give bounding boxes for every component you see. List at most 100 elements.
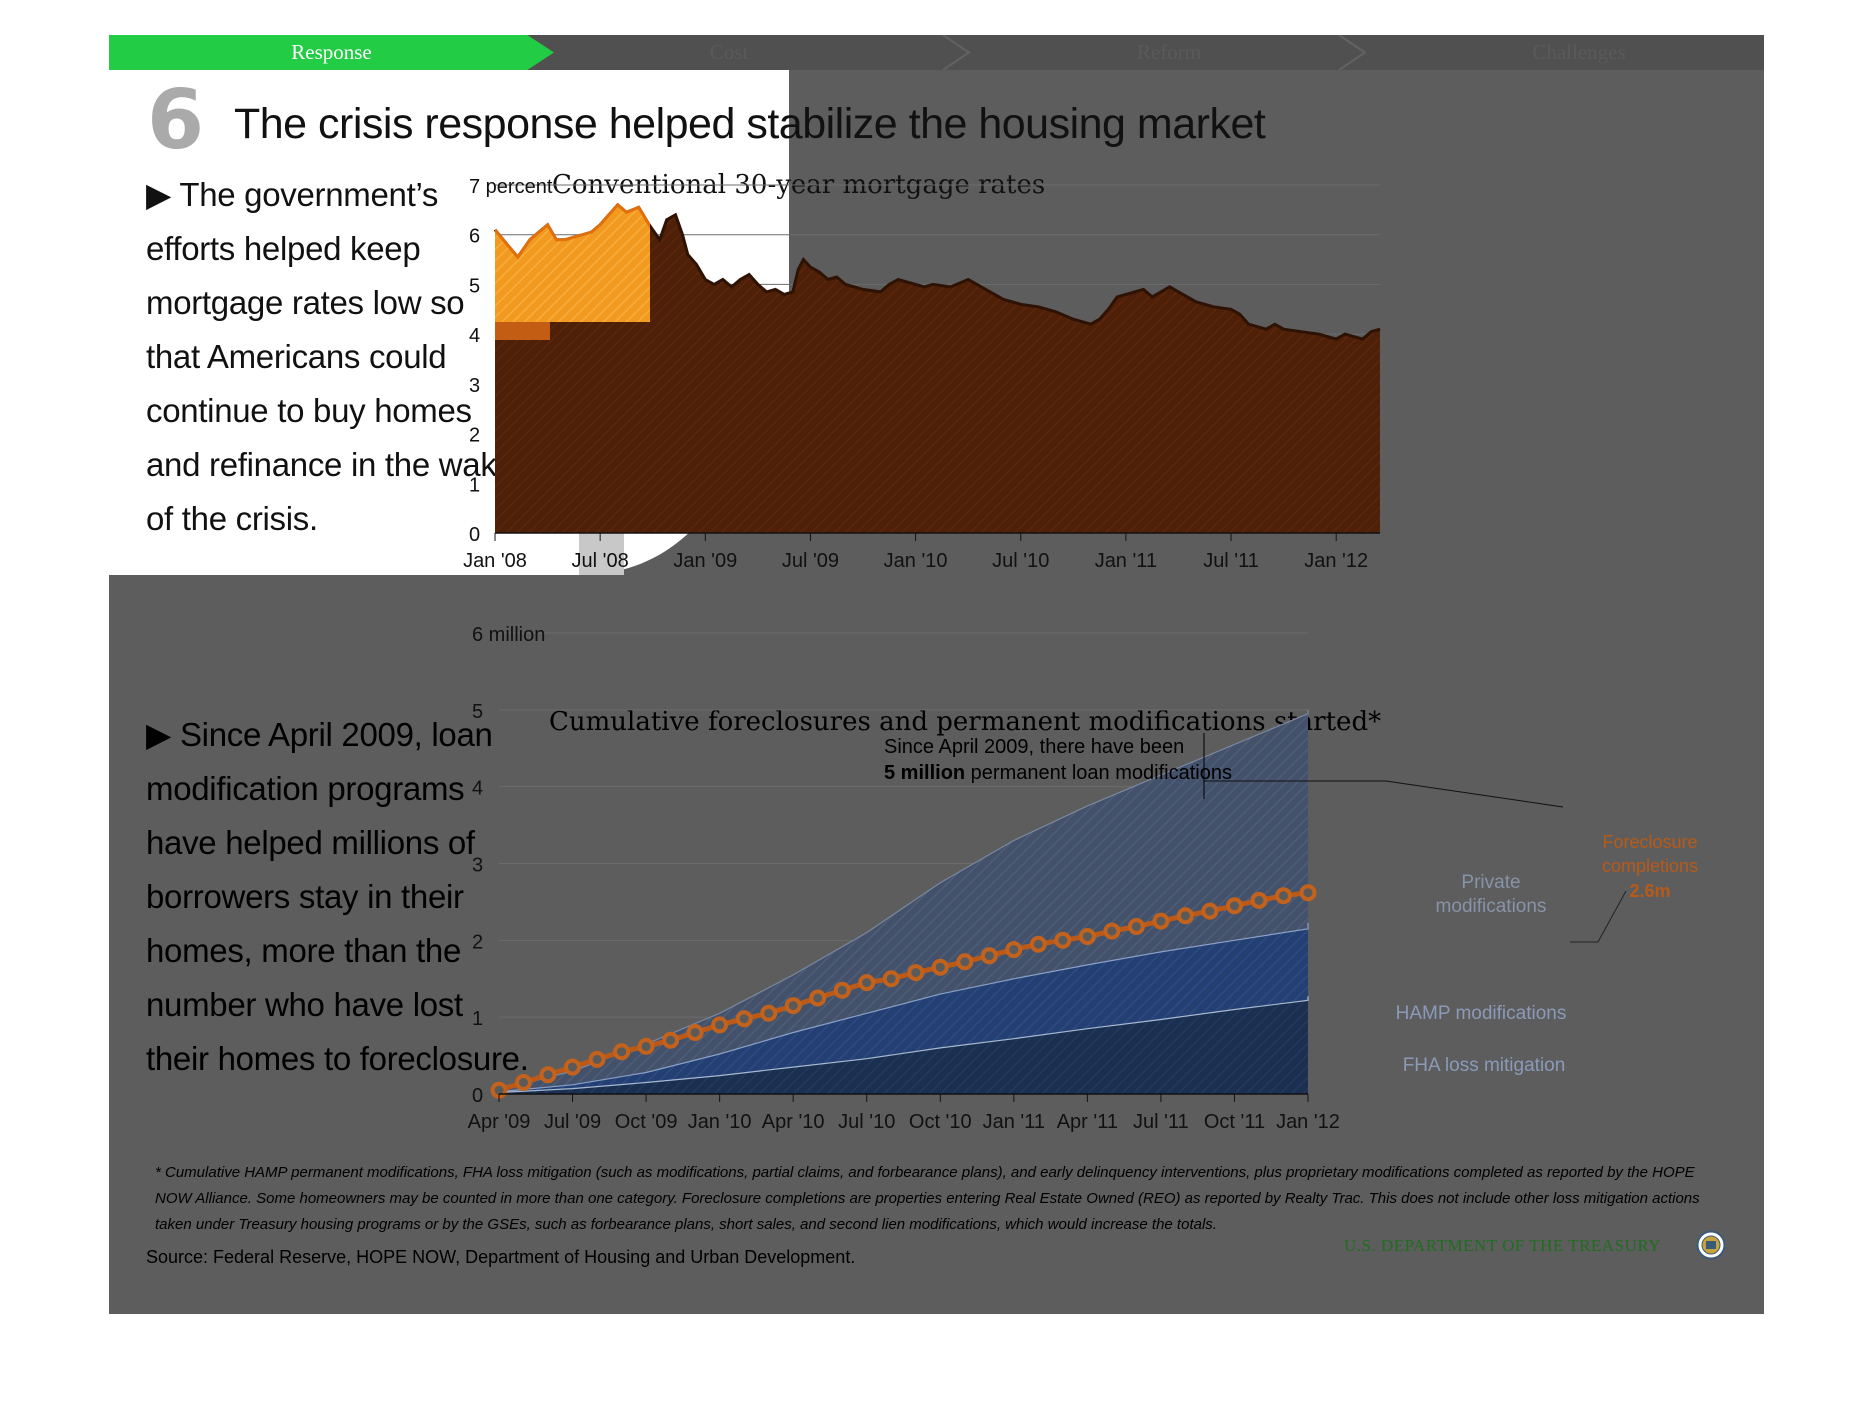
x-tick-label: Jul '11 (1133, 1111, 1189, 1133)
label-foreclosure-2: completions (1602, 856, 1698, 876)
highlight-group (495, 202, 650, 322)
foreclosure-marker (588, 1050, 606, 1068)
x-tick-label: Jan '10 (884, 550, 948, 572)
hamp-modifications-area (499, 922, 1308, 1093)
foreclosure-marker (1127, 918, 1145, 935)
x-tick-label: Jul '08 (572, 550, 629, 572)
y-tick-label: 1 (472, 1008, 483, 1030)
footnote: * Cumulative HAMP permanent modification… (155, 1164, 1700, 1233)
y-tick-label: 3 (472, 855, 483, 877)
foreclosure-marker (637, 1037, 655, 1055)
tab-reform[interactable]: Reform (1136, 40, 1202, 64)
foreclosure-marker (1176, 907, 1194, 925)
mortgage-rates-chart: 0 1 2 3 4 5 6 7 percent Jan '08 Jul '08 Jan '09 Jul… (463, 176, 1381, 572)
y-tick-label: 0 (469, 524, 480, 546)
y-tick-label: 1 (469, 474, 480, 496)
label-foreclosure-1: Foreclosure (1602, 832, 1697, 852)
foreclosure-marker (711, 1016, 729, 1034)
bullet-text-modifications: ▶ Since April 2009, loan modification pr… (146, 716, 529, 1077)
foreclosure-marker (784, 997, 802, 1015)
mortgage-rate-line-highlight (495, 202, 650, 322)
y-tick-label: 4 (469, 325, 480, 347)
y-tick-label: 0 (472, 1085, 483, 1107)
fha-loss-mitigation-area (499, 996, 1308, 1094)
foreclosure-marker (1005, 941, 1023, 959)
series-edge-line (498, 922, 1309, 1093)
y-tick-label: 4 (472, 778, 483, 800)
x-tick-label: Jan '10 (688, 1111, 752, 1133)
y-tick-label: 2 (469, 425, 480, 447)
foreclosure-marker (1078, 928, 1096, 945)
foreclosure-leader (1570, 890, 1627, 943)
x-tick-label: Jul '11 (1203, 550, 1259, 572)
private-modifications-area (499, 709, 1308, 1092)
x-tick-label: Jan '11 (1095, 550, 1157, 572)
annotation-line-2: 5 million permanent loan modifications (884, 762, 1232, 784)
tab-cost[interactable]: Cost (709, 40, 749, 64)
label-hamp: HAMP modifications (1396, 1003, 1567, 1024)
foreclosure-marker (809, 989, 827, 1007)
foreclosure-marker (1201, 902, 1219, 920)
y-tick-label: 5 (472, 701, 483, 723)
foreclosure-marker (907, 964, 925, 982)
x-tick-label: Apr '11 (1057, 1111, 1118, 1133)
x-tick-label: Jul '09 (544, 1111, 601, 1133)
y-tick-label: 3 (469, 375, 480, 397)
mortgage-highlight (495, 202, 650, 340)
series-edge-line (498, 996, 1309, 1094)
x-tick-label: Jul '09 (782, 550, 839, 572)
tab-response[interactable]: Response (109, 35, 554, 70)
foreclosure-marker (686, 1024, 704, 1041)
x-tick-label: Oct '11 (1204, 1111, 1265, 1133)
foreclosures-modifications-chart: 0 1 2 3 4 5 6 million Apr '09 Jul '09 Oct '09 Jan … (468, 624, 1698, 1133)
chart-title-foreclosures: Cumulative foreclosures and permanent mo… (549, 707, 1382, 737)
foreclosure-marker (833, 981, 851, 999)
foreclosure-marker (539, 1066, 557, 1084)
treasury-seal-icon (1696, 1230, 1726, 1260)
label-private-2: modifications (1436, 896, 1547, 917)
y-tick-label: 5 (469, 275, 480, 297)
x-tick-label: Oct '10 (909, 1111, 972, 1133)
foreclosure-marker (1275, 887, 1292, 905)
annotation-line-1: Since April 2009, there have been (884, 736, 1184, 758)
foreclosure-marker (735, 1010, 753, 1028)
foreclosure-marker (1054, 931, 1072, 949)
bullet-text-mortgage: ▶ The government’s efforts helped keep m… (146, 176, 515, 537)
foreclosure-marker (1152, 912, 1170, 930)
foreclosure-marker (1226, 897, 1243, 915)
chevron-right-icon (1338, 35, 1367, 70)
foreclosure-marker (515, 1074, 532, 1091)
source-note: Source: Federal Reserve, HOPE NOW, Depar… (146, 1247, 856, 1267)
foreclosure-marker (956, 953, 974, 971)
tab-challenges[interactable]: Challenges (1532, 40, 1626, 64)
foreclosure-marker (1103, 922, 1121, 940)
label-foreclosure-value: 2.6m (1629, 881, 1670, 901)
mortgage-rate-area (495, 204, 1380, 533)
foreclosure-marker (931, 958, 949, 976)
slide: Response Cost Reform Challenges 6 The cr… (109, 35, 1764, 1314)
label-private-1: Private (1461, 872, 1520, 893)
slide-number: 6 (147, 73, 205, 168)
y-tick-label: 6 million (472, 624, 545, 646)
x-tick-label: Jan '09 (673, 550, 737, 572)
nav-bar: Response Cost Reform Challenges (109, 35, 1764, 70)
chevron-right-icon (942, 35, 971, 70)
page-title: The crisis response helped stabilize the… (234, 100, 1266, 148)
foreclosure-marker (980, 947, 998, 965)
x-tick-label: Jan '12 (1276, 1111, 1340, 1133)
foreclosure-marker (613, 1043, 631, 1061)
foreclosure-marker (1299, 884, 1317, 902)
x-tick-label: Jan '12 (1304, 550, 1368, 572)
x-tick-label: Apr '10 (762, 1111, 825, 1133)
highlight-strip (495, 322, 550, 340)
annotation-leader-to-peak (1204, 780, 1564, 808)
x-tick-label: Jan '08 (463, 550, 527, 572)
x-tick-label: Jan '11 (983, 1111, 1045, 1133)
x-tick-label: Jul '10 (992, 550, 1049, 572)
department-name: U.S. DEPARTMENT OF THE TREASURY (1344, 1236, 1662, 1255)
x-tick-label: Jul '10 (838, 1111, 895, 1133)
x-tick-label: Oct '09 (615, 1111, 678, 1133)
x-tick-label: Apr '09 (468, 1111, 531, 1133)
y-tick-label: 6 (469, 226, 480, 248)
foreclosure-marker (564, 1058, 581, 1076)
